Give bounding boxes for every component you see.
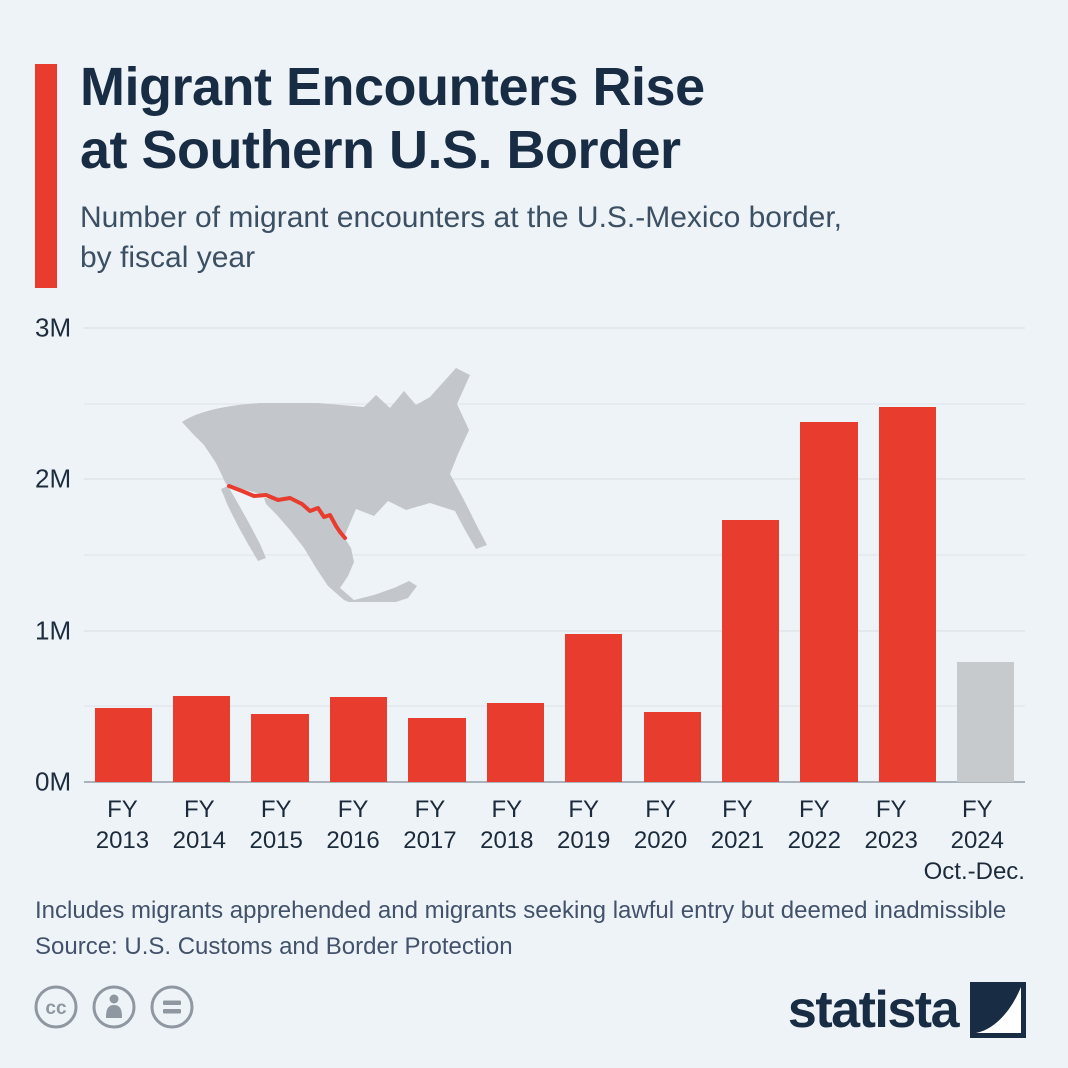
footnote-source: Source: U.S. Customs and Border Protecti… <box>35 933 513 960</box>
statista-wordmark: statista <box>787 981 960 1039</box>
x-tick-label: FY 2023 <box>864 796 918 855</box>
x-tick-label: FY 2017 <box>403 796 457 855</box>
subtitle: Number of migrant encounters at the U.S.… <box>80 198 1028 277</box>
x-tick-label: FY 2021 <box>710 796 765 855</box>
bar-slot <box>162 328 240 782</box>
x-tick-label: FY 2020 <box>633 796 688 855</box>
gridline <box>84 705 1025 707</box>
header: Migrant Encounters Rise at Southern U.S.… <box>80 56 1028 278</box>
y-tick-label: 0M <box>35 766 72 797</box>
gridline <box>84 781 1025 783</box>
title-accent-bar <box>35 64 57 288</box>
cc-icon: cc <box>34 985 78 1029</box>
cc-license-badges: cc <box>33 984 195 1030</box>
x-tick-label: FY 2024 Oct.-Dec. <box>924 794 1025 888</box>
border-line <box>227 484 347 540</box>
bar-slot <box>790 328 868 782</box>
x-tick-label: FY 2022 <box>787 796 841 855</box>
bar-2023 <box>878 406 937 782</box>
final-bar-note: Oct.-Dec. <box>923 858 1025 886</box>
bar-2021 <box>721 520 780 782</box>
equal-icon <box>150 985 194 1029</box>
bar-slot <box>711 328 789 782</box>
mexico-silhouette <box>264 498 417 602</box>
bar-2022 <box>800 421 858 782</box>
x-tick-label: FY 2013 <box>95 796 150 855</box>
bar-2015 <box>251 713 309 782</box>
subtitle-line-1: Number of migrant encounters at the U.S.… <box>80 201 843 235</box>
bar-slot <box>319 328 397 782</box>
gridline <box>84 327 1025 329</box>
bar-slot <box>947 328 1025 782</box>
gridline <box>84 554 1025 556</box>
gridline <box>84 403 1025 405</box>
bar-slot <box>398 328 476 782</box>
bar-2014 <box>173 695 231 782</box>
page-title-line-2: at Southern U.S. Border <box>80 120 681 181</box>
subtitle-line-2: by fiscal year <box>80 240 256 274</box>
svg-text:cc: cc <box>45 998 67 1019</box>
page-title-line-1: Migrant Encounters Rise <box>80 57 705 117</box>
bar-chart: 0M 1M 2M 3M <box>35 313 1025 797</box>
x-tick-label: FY 2015 <box>249 796 303 855</box>
x-tick-label: FY 2018 <box>480 796 534 855</box>
us-silhouette <box>182 368 487 549</box>
bar-2018 <box>486 703 544 782</box>
x-tick-label: FY 2019 <box>556 796 611 855</box>
bar-2024 <box>957 662 1015 782</box>
statista-logo-mark <box>970 982 1026 1038</box>
bar-2013 <box>94 707 152 782</box>
bar-series <box>84 328 1025 782</box>
x-tick-label: FY 2014 <box>172 796 226 855</box>
bar-slot <box>633 328 711 782</box>
footnote-includes: Includes migrants apprehended and migran… <box>35 897 1007 924</box>
x-axis: FY 2013 FY 2014 FY 2015 FY 2016 FY 2017 FY 2018 FY 20… <box>84 794 1025 888</box>
bar-2017 <box>408 718 466 782</box>
statista-logo: statista <box>788 980 1026 1040</box>
bar-slot <box>476 328 554 782</box>
baja-silhouette <box>221 486 266 561</box>
footnotes: Includes migrants apprehended and migran… <box>35 893 1028 965</box>
bar-slot <box>868 328 946 782</box>
bar-2016 <box>329 697 388 782</box>
y-tick-label: 1M <box>35 615 72 646</box>
bar-2019 <box>565 633 623 782</box>
y-tick-label: 2M <box>35 463 72 494</box>
x-tick-label: FY 2016 <box>326 796 380 855</box>
bar-slot <box>241 328 319 782</box>
bar-slot <box>555 328 633 782</box>
us-mexico-map <box>182 368 487 602</box>
bar-slot <box>84 328 162 782</box>
gridline <box>84 478 1025 480</box>
bar-2020 <box>643 712 701 782</box>
gridline <box>84 630 1025 632</box>
plot-area <box>84 327 1025 783</box>
attribution-person-icon <box>92 985 136 1029</box>
y-tick-label: 3M <box>35 312 72 343</box>
